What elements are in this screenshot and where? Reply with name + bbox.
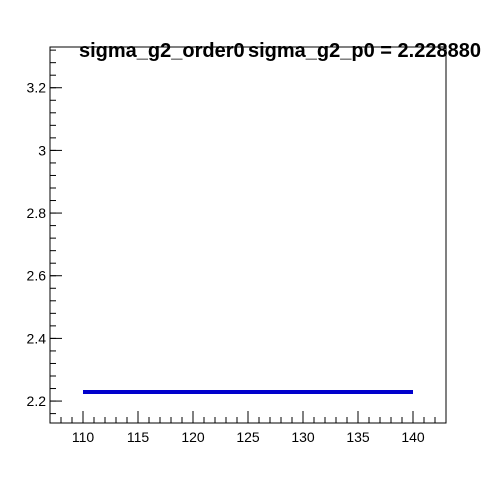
- x-axis: 110 115 120 125 130 135 140: [49, 411, 447, 445]
- chart-title: sigma_g2_order0: [79, 40, 245, 62]
- x-tick-label: 125: [236, 429, 260, 445]
- y-tick-label: 2.8: [27, 205, 47, 221]
- plot-frame: [49, 46, 447, 424]
- x-tick-label: 140: [401, 429, 425, 445]
- x-tick-label: 110: [72, 429, 95, 445]
- y-tick-label: 2.4: [27, 330, 47, 346]
- x-tick-label: 115: [127, 429, 150, 445]
- x-tick-label: 130: [291, 429, 315, 445]
- fit-annotation: sigma_g2_p0 = 2.228880: [248, 40, 481, 62]
- x-tick-label: 135: [346, 429, 370, 445]
- y-tick-label: 2.6: [27, 268, 47, 284]
- y-tick-label: 3.2: [27, 80, 47, 96]
- y-tick-label: 3: [38, 142, 46, 158]
- x-tick-label: 120: [181, 429, 205, 445]
- y-tick-label: 2.2: [27, 393, 47, 409]
- y-axis: 2.2 2.4 2.6 2.8 3 3.2: [27, 49, 62, 415]
